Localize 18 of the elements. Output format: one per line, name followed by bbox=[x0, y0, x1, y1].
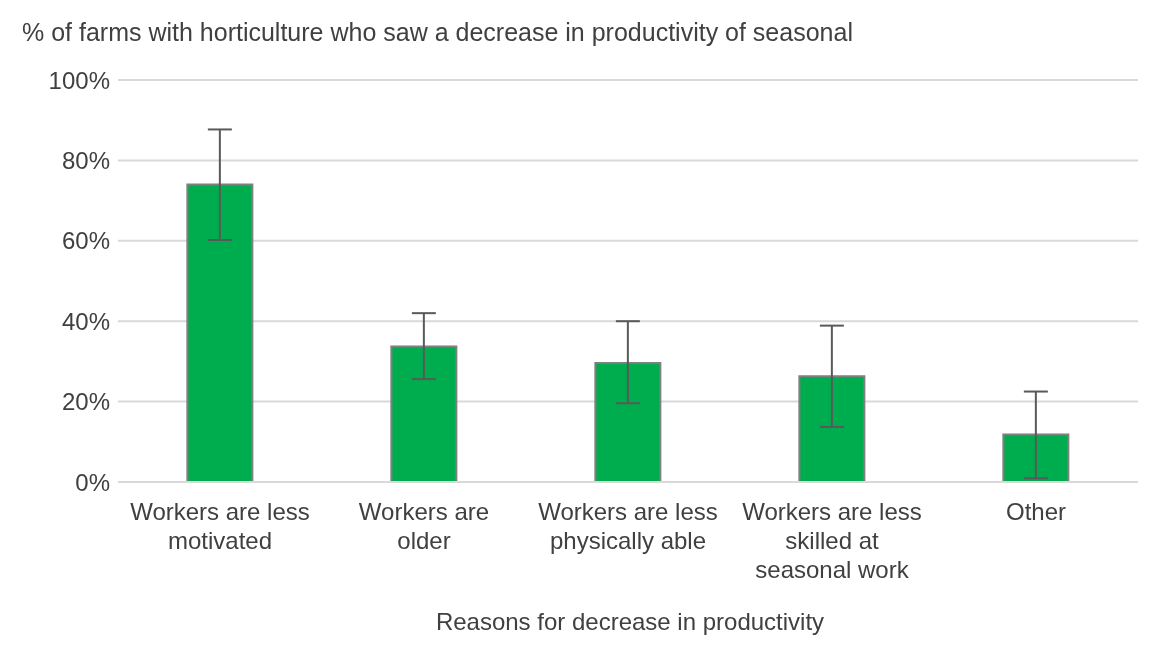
y-tick-label: 60% bbox=[61, 227, 110, 255]
x-tick-label: Workers are less motivated bbox=[130, 498, 310, 554]
y-tick-label: 100% bbox=[48, 66, 110, 94]
bar bbox=[390, 345, 458, 482]
x-tick-label: Workers are older bbox=[358, 498, 490, 554]
x-axis-title: Reasons for decrease in productivity bbox=[434, 608, 826, 636]
bar bbox=[186, 183, 254, 482]
x-tick-label: Workers are less physically able bbox=[538, 498, 718, 554]
bar bbox=[798, 375, 866, 482]
bar bbox=[1002, 433, 1070, 482]
y-tick-label: 20% bbox=[61, 388, 110, 416]
y-tick-label: 0% bbox=[75, 468, 110, 496]
bar bbox=[594, 362, 662, 482]
y-tick-label: 40% bbox=[61, 307, 110, 335]
chart-title: % of farms with horticulture who saw a decrease in productivity of seasonal bbox=[22, 18, 853, 47]
x-tick-label: Workers are less skilled at seasonal work bbox=[742, 498, 922, 583]
x-tick-label: Other bbox=[1005, 498, 1067, 525]
y-tick-label: 80% bbox=[61, 146, 110, 174]
